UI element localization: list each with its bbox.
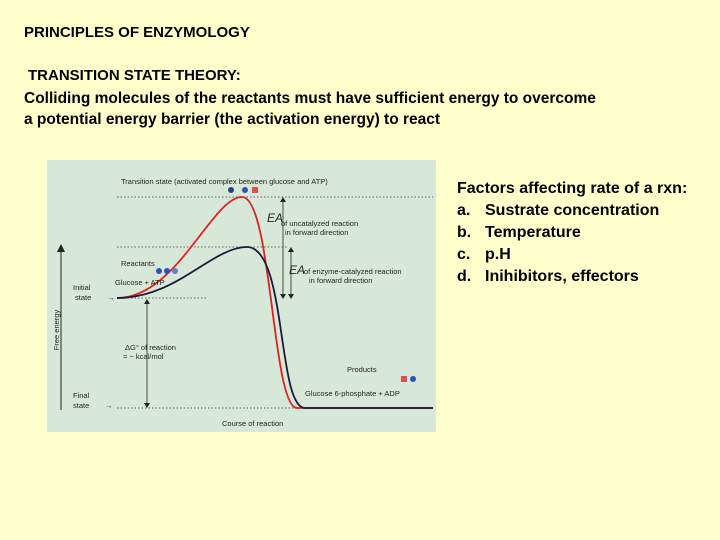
item-letter: b. bbox=[457, 224, 472, 241]
x-axis-label: Course of reaction bbox=[222, 419, 283, 428]
list-item: b. Temperature bbox=[457, 222, 687, 244]
description-line-2: a potential energy barrier (the activati… bbox=[24, 111, 441, 128]
ea-cat-label-1: of enzyme-catalyzed reaction bbox=[304, 267, 402, 276]
y-axis-arrowhead bbox=[57, 244, 65, 252]
list-item: c. p.H bbox=[457, 244, 687, 266]
item-text: Inihibitors, effectors bbox=[485, 268, 639, 285]
list-item: a. Sustrate concentration bbox=[457, 200, 687, 222]
initial-state-label-2: state bbox=[75, 293, 91, 302]
g6p-adp-label: Glucose 6-phosphate + ADP bbox=[305, 389, 400, 398]
initial-state-label-1: Initial bbox=[73, 283, 91, 292]
transition-molecule-icon bbox=[228, 187, 258, 193]
delta-g-label-1: ΔG° of reaction bbox=[125, 343, 176, 352]
item-letter: a. bbox=[457, 202, 471, 219]
item-text: Temperature bbox=[485, 224, 581, 241]
svg-text:→: → bbox=[107, 293, 115, 302]
final-state-label-2: state bbox=[73, 401, 89, 410]
products-molecule-icon bbox=[401, 376, 416, 382]
section-subtitle: TRANSITION STATE THEORY: bbox=[28, 67, 241, 84]
products-label: Products bbox=[347, 365, 377, 374]
ea-uncat-label-1: of uncatalyzed reaction bbox=[281, 219, 358, 228]
energy-diagram: Free energy bbox=[47, 160, 436, 432]
y-axis-label: Free energy bbox=[52, 310, 61, 351]
description: Colliding molecules of the reactants mus… bbox=[24, 88, 704, 130]
reactants-molecule-icon bbox=[156, 268, 178, 274]
ea-cat-label-2: in forward direction bbox=[309, 276, 372, 285]
transition-state-label: Transition state (activated complex betw… bbox=[121, 177, 328, 186]
svg-text:→: → bbox=[105, 401, 113, 410]
final-state-label-1: Final bbox=[73, 391, 90, 400]
factors-list: Factors affecting rate of a rxn: a. Sust… bbox=[457, 178, 687, 288]
reactants-label: Reactants bbox=[121, 259, 155, 268]
ea-cat-symbol: EA bbox=[289, 263, 305, 277]
factors-heading: Factors affecting rate of a rxn: bbox=[457, 180, 688, 197]
glucose-atp-label: Glucose + ATP bbox=[115, 278, 165, 287]
item-text: Sustrate concentration bbox=[485, 202, 660, 219]
page-title: PRINCIPLES OF ENZYMOLOGY bbox=[24, 24, 250, 41]
energy-diagram-svg: Free energy bbox=[52, 177, 433, 428]
item-letter: d. bbox=[457, 268, 472, 285]
catalyzed-curve bbox=[116, 246, 433, 409]
item-letter: c. bbox=[457, 246, 471, 263]
list-item: d. Inihibitors, effectors bbox=[457, 266, 687, 288]
ea-uncat-label-2: in forward direction bbox=[285, 228, 348, 237]
item-text: p.H bbox=[485, 246, 511, 263]
description-line-1: Colliding molecules of the reactants mus… bbox=[24, 90, 596, 107]
delta-g-label-2: = − kcal/mol bbox=[123, 352, 164, 361]
uncatalyzed-curve bbox=[116, 196, 433, 409]
ea-uncat-symbol: EA bbox=[267, 211, 283, 225]
